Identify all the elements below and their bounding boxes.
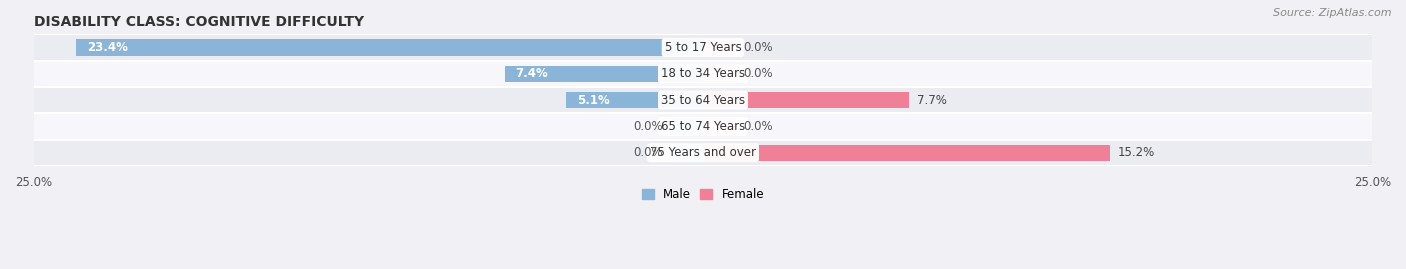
Text: 65 to 74 Years: 65 to 74 Years — [661, 120, 745, 133]
Bar — [703, 66, 735, 82]
Bar — [34, 61, 1372, 87]
Text: 23.4%: 23.4% — [87, 41, 128, 54]
Legend: Male, Female: Male, Female — [637, 183, 769, 206]
Bar — [34, 113, 1372, 140]
Bar — [703, 144, 1109, 161]
Bar — [671, 118, 703, 134]
Bar — [567, 92, 703, 108]
Text: 7.7%: 7.7% — [917, 94, 948, 107]
Text: 0.0%: 0.0% — [633, 120, 662, 133]
Bar — [34, 87, 1372, 113]
Text: 0.0%: 0.0% — [744, 41, 773, 54]
Text: 35 to 64 Years: 35 to 64 Years — [661, 94, 745, 107]
Bar — [34, 34, 1372, 61]
Bar — [703, 39, 735, 56]
Text: Source: ZipAtlas.com: Source: ZipAtlas.com — [1274, 8, 1392, 18]
Text: 18 to 34 Years: 18 to 34 Years — [661, 67, 745, 80]
Text: 0.0%: 0.0% — [744, 120, 773, 133]
Bar — [671, 144, 703, 161]
Bar — [703, 92, 910, 108]
Text: 0.0%: 0.0% — [744, 67, 773, 80]
Bar — [505, 66, 703, 82]
Bar — [76, 39, 703, 56]
Bar — [703, 118, 735, 134]
Text: 75 Years and over: 75 Years and over — [650, 146, 756, 159]
Text: 15.2%: 15.2% — [1118, 146, 1156, 159]
Text: 5 to 17 Years: 5 to 17 Years — [665, 41, 741, 54]
Text: 0.0%: 0.0% — [633, 146, 662, 159]
Text: 5.1%: 5.1% — [576, 94, 610, 107]
Text: 7.4%: 7.4% — [516, 67, 548, 80]
Text: DISABILITY CLASS: COGNITIVE DIFFICULTY: DISABILITY CLASS: COGNITIVE DIFFICULTY — [34, 15, 364, 29]
Bar — [34, 140, 1372, 166]
